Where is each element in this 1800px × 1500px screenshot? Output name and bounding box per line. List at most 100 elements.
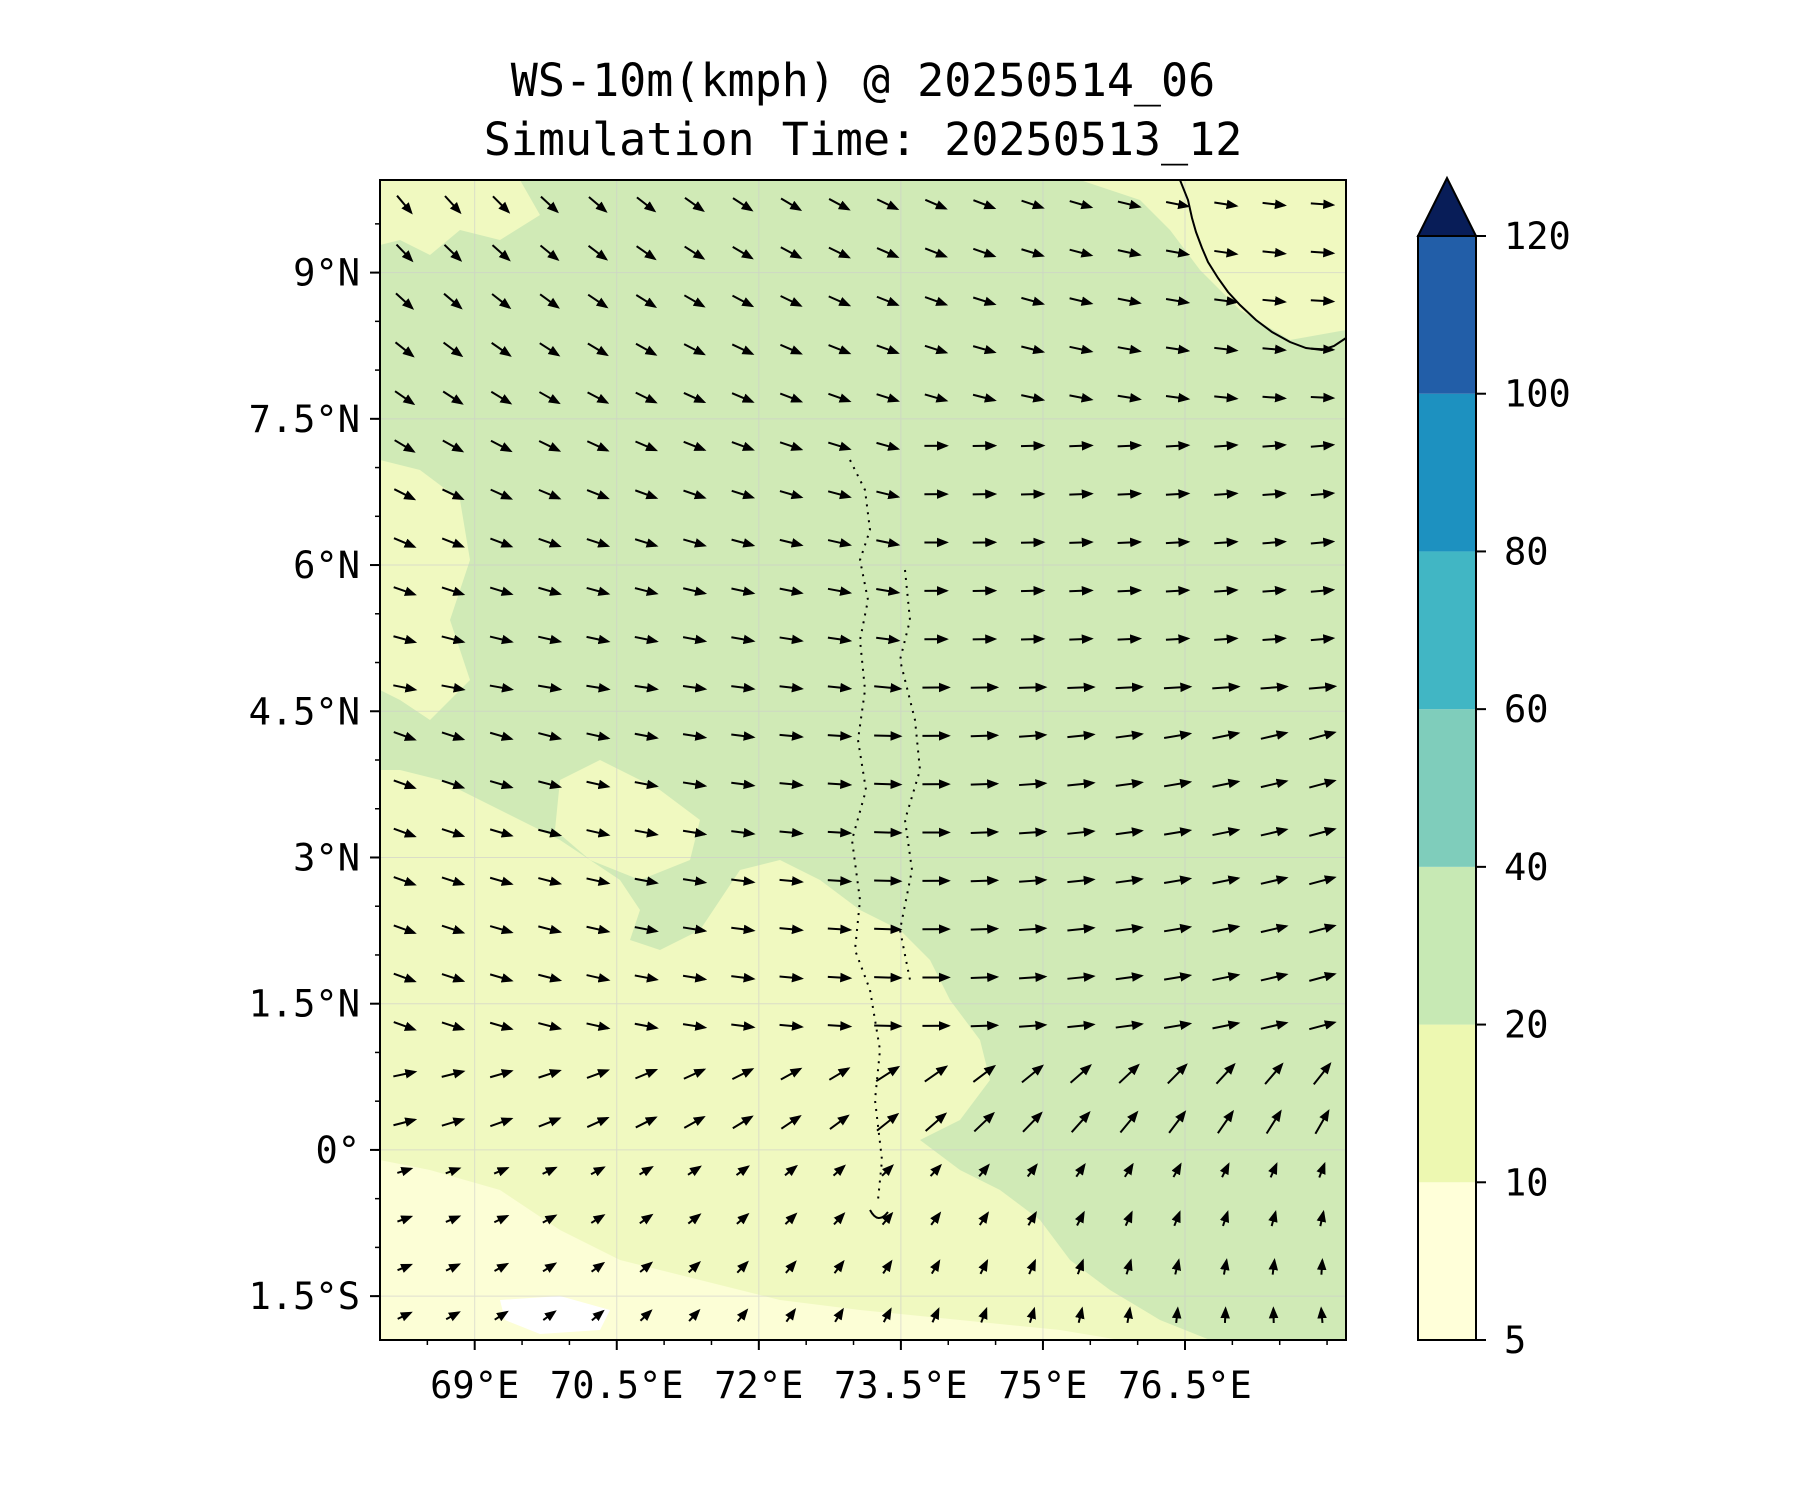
wind-vector-arrow	[780, 1067, 803, 1081]
wind-vector-arrow	[731, 586, 756, 596]
wind-vector-arrow	[586, 779, 611, 790]
wind-vector-arrow	[442, 341, 464, 358]
wind-vector-arrow	[683, 1068, 707, 1080]
wind-vector-arrow	[1165, 634, 1191, 644]
wind-vector-arrow	[1167, 1063, 1188, 1085]
wind-vector-arrow	[1069, 296, 1094, 306]
wind-vector-arrow	[1262, 489, 1287, 499]
wind-vector-arrow	[586, 1116, 610, 1128]
wind-vector-arrow	[395, 292, 415, 310]
wind-vector-arrow	[1123, 1306, 1133, 1324]
wind-vector-arrow	[1214, 199, 1239, 210]
wind-vector-arrow	[586, 1069, 610, 1079]
wind-vector-arrow	[491, 342, 512, 357]
wind-vector-arrow	[731, 827, 756, 838]
wind-vector-arrow	[970, 875, 1000, 886]
wind-vector-arrow	[930, 1259, 941, 1275]
wind-vector-arrow	[1117, 392, 1142, 403]
wind-vector-arrow	[1069, 199, 1094, 210]
wind-vector-arrow	[1165, 248, 1191, 258]
wind-vector-arrow	[1268, 1209, 1278, 1227]
wind-vector-arrow	[827, 634, 853, 645]
wind-vector-arrow	[1310, 199, 1336, 210]
wind-vector-arrow	[538, 731, 563, 741]
wind-vector-arrow	[1309, 971, 1337, 982]
wind-vector-arrow	[731, 1021, 756, 1031]
wind-vector-arrow	[876, 247, 900, 258]
wind-vector-arrow	[635, 294, 658, 308]
wind-vector-arrow	[1265, 1109, 1282, 1135]
wind-vector-arrow	[1212, 1020, 1241, 1030]
wind-vector-arrow	[1019, 1020, 1048, 1031]
wind-vector-arrow	[441, 924, 466, 935]
wind-vector-arrow	[586, 682, 611, 693]
wind-vector-arrow	[490, 439, 513, 453]
wind-vector-arrow	[1215, 1062, 1236, 1085]
wind-vector-arrow	[539, 293, 560, 309]
wind-vector-arrow	[1117, 585, 1143, 596]
wind-vector-arrow	[394, 439, 416, 453]
wind-vector-arrow	[832, 1164, 846, 1177]
wind-vector-arrow	[489, 634, 514, 645]
wind-vector-arrow	[635, 1116, 658, 1129]
wind-vector-arrow	[1214, 585, 1239, 596]
wind-vector-arrow	[1309, 1020, 1337, 1031]
wind-vector-arrow	[441, 683, 466, 693]
wind-vector-arrow	[634, 828, 659, 838]
wind-vector-arrow	[639, 1309, 653, 1322]
wind-vector-arrow	[779, 876, 804, 886]
wind-vector-arrow	[586, 973, 611, 983]
wind-vector-arrow	[779, 1021, 804, 1031]
wind-vector-arrow	[1019, 924, 1048, 934]
wind-vector-arrow	[1260, 875, 1289, 885]
wind-vector-arrow	[736, 1260, 749, 1274]
wind-vector-arrow	[1316, 1161, 1326, 1178]
wind-vector-arrow	[1262, 440, 1287, 451]
wind-vector-arrow	[1165, 344, 1191, 355]
wind-vector-arrow	[1168, 1110, 1187, 1134]
wind-vector-arrow	[489, 1117, 514, 1128]
wind-vector-arrow	[540, 195, 559, 214]
colorbar-tick-label: 120	[1504, 215, 1571, 258]
wind-vector-arrow	[1021, 199, 1045, 210]
wind-vector-arrow	[445, 1167, 462, 1177]
wind-vector-arrow	[491, 293, 512, 310]
wind-vector-arrow	[442, 439, 465, 453]
wind-vector-arrow	[876, 586, 901, 596]
wind-vector-arrow	[1220, 1258, 1230, 1275]
wind-vector-arrow	[1214, 247, 1239, 258]
wind-vector-arrow	[780, 295, 803, 307]
wind-vector-arrow	[833, 1212, 846, 1226]
colorbar-tick-label: 60	[1504, 688, 1549, 731]
wind-vector-arrow	[731, 441, 755, 451]
wind-vector-arrow	[1067, 875, 1096, 886]
wind-speed-region-20-40	[380, 180, 1346, 1340]
wind-vector-arrow	[1310, 489, 1336, 499]
wind-vector-arrow	[635, 342, 658, 356]
wind-vector-arrow	[978, 1306, 988, 1323]
wind-vector-arrow	[587, 391, 610, 404]
wind-vector-arrow	[881, 1211, 894, 1226]
wind-vector-arrow	[731, 1068, 755, 1080]
wind-vector-arrow	[682, 586, 708, 596]
wind-vector-arrow	[490, 390, 513, 405]
wind-vector-arrow	[682, 731, 708, 741]
wind-vector-arrow	[1309, 875, 1337, 886]
wind-vector-field	[393, 195, 1338, 1324]
wind-vector-arrow	[1117, 248, 1142, 258]
wind-vector-arrow	[1310, 537, 1336, 548]
wind-vector-arrow	[538, 440, 562, 452]
wind-vector-arrow	[441, 1069, 466, 1079]
wind-vector-arrow	[827, 538, 852, 548]
wind-vector-arrow	[924, 247, 948, 258]
wind-vector-arrow	[972, 1064, 997, 1083]
wind-vector-arrow	[634, 586, 659, 596]
latitude-axis: 9°N 7.5°N 6°N 4.5°N 3°N 1.5°N 0° 1.5°S	[249, 223, 380, 1318]
wind-vector-arrow	[1117, 634, 1143, 644]
wind-vector-arrow	[1021, 1064, 1045, 1084]
wind-vector-arrow	[874, 1021, 903, 1031]
wind-vector-arrow	[780, 1115, 802, 1130]
wind-vector-arrow	[1074, 1210, 1085, 1226]
wind-vector-arrow	[489, 973, 514, 983]
wind-vector-arrow	[1214, 634, 1239, 644]
